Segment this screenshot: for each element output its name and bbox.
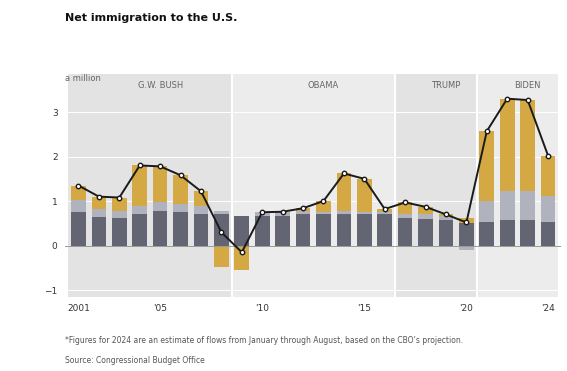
Bar: [541, 223, 556, 246]
Bar: [480, 201, 494, 223]
Bar: [193, 191, 208, 206]
Bar: [378, 212, 392, 214]
Bar: [500, 191, 515, 220]
Bar: [439, 220, 454, 246]
Bar: [357, 179, 371, 212]
Bar: [439, 216, 454, 220]
Bar: [398, 214, 413, 218]
Bar: [153, 166, 167, 202]
Bar: [132, 214, 147, 246]
Bar: [276, 216, 290, 246]
Bar: [112, 211, 126, 218]
Bar: [439, 214, 454, 216]
Bar: [418, 214, 433, 219]
Bar: [541, 156, 556, 196]
Bar: [337, 211, 351, 214]
Bar: [357, 212, 371, 214]
Bar: [91, 197, 106, 209]
Bar: [296, 208, 310, 211]
Bar: [480, 223, 494, 246]
Text: OBAMA: OBAMA: [308, 81, 339, 90]
Bar: [296, 211, 310, 214]
Bar: [541, 196, 556, 223]
Bar: [255, 216, 269, 246]
Bar: [480, 131, 494, 201]
Bar: [459, 246, 474, 250]
Bar: [112, 197, 126, 211]
Bar: [153, 211, 167, 246]
Bar: [316, 201, 331, 212]
Bar: [71, 212, 86, 246]
Text: Net immigration to the U.S.: Net immigration to the U.S.: [65, 13, 238, 23]
Bar: [173, 212, 188, 246]
Bar: [500, 220, 515, 246]
Bar: [378, 209, 392, 212]
Bar: [214, 211, 229, 214]
Bar: [316, 212, 331, 214]
Bar: [231, 74, 395, 297]
Text: TRUMP: TRUMP: [431, 81, 460, 90]
Text: G.W. BUSH: G.W. BUSH: [138, 81, 183, 90]
Bar: [296, 214, 310, 246]
Bar: [459, 218, 474, 223]
Bar: [132, 165, 147, 206]
Bar: [68, 74, 231, 297]
Bar: [91, 217, 106, 246]
Bar: [378, 214, 392, 246]
Bar: [153, 202, 167, 211]
Bar: [395, 74, 477, 297]
Text: BIDEN: BIDEN: [514, 81, 541, 90]
Bar: [235, 246, 249, 270]
Bar: [521, 220, 535, 246]
Bar: [132, 206, 147, 214]
Bar: [193, 214, 208, 246]
Bar: [71, 200, 86, 212]
Bar: [337, 214, 351, 246]
Bar: [477, 74, 558, 297]
Bar: [459, 223, 474, 246]
Bar: [276, 212, 290, 216]
Text: Source: Congressional Budget Office: Source: Congressional Budget Office: [65, 356, 205, 365]
Bar: [521, 100, 535, 191]
Bar: [173, 204, 188, 212]
Bar: [357, 214, 371, 246]
Bar: [235, 246, 249, 257]
Bar: [398, 203, 413, 214]
Bar: [316, 214, 331, 246]
Text: a million: a million: [65, 74, 101, 83]
Bar: [235, 216, 249, 246]
Bar: [112, 218, 126, 246]
Bar: [91, 209, 106, 217]
Bar: [521, 191, 535, 220]
Bar: [500, 99, 515, 191]
Bar: [193, 206, 208, 214]
Bar: [214, 246, 229, 267]
Bar: [418, 207, 433, 214]
Bar: [214, 214, 229, 246]
Bar: [418, 219, 433, 246]
Text: *Figures for 2024 are an estimate of flows from January through August, based on: *Figures for 2024 are an estimate of flo…: [65, 336, 463, 345]
Bar: [255, 212, 269, 216]
Bar: [173, 175, 188, 204]
Bar: [398, 218, 413, 246]
Bar: [337, 174, 351, 211]
Bar: [71, 186, 86, 200]
